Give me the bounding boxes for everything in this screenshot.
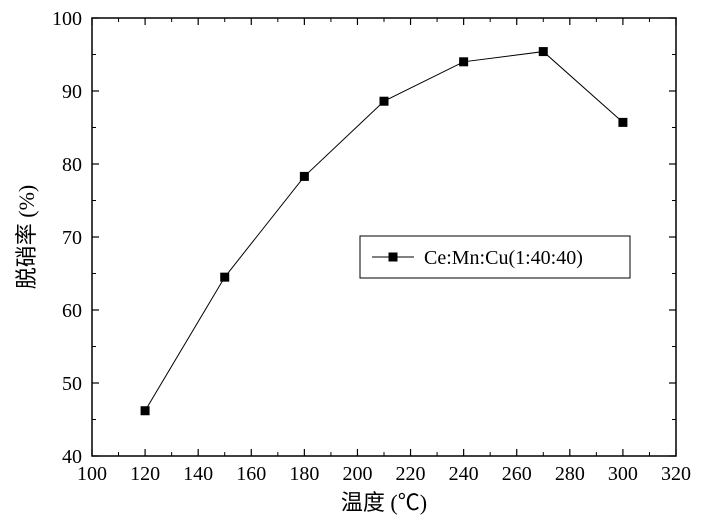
legend-label: Ce:Mn:Cu(1:40:40) [424, 247, 583, 269]
x-tick-label: 200 [342, 463, 372, 485]
x-tick-label: 260 [502, 463, 532, 485]
series-marker [220, 273, 229, 282]
series-marker [539, 47, 548, 56]
y-tick-label: 70 [62, 227, 82, 249]
x-tick-label: 140 [183, 463, 213, 485]
chart-svg: 100 120 140 160 180 200 220 240 260 280 300 320 40 50… [0, 0, 702, 529]
x-tick-label: 280 [555, 463, 585, 485]
x-axis-label: 温度 (℃) [341, 490, 427, 515]
plot-border [92, 18, 676, 456]
y-tick-label: 60 [62, 300, 82, 322]
x-tick-label: 240 [449, 463, 479, 485]
y-axis-label: 脱硝率 (%) [14, 185, 39, 289]
series-marker [300, 172, 309, 181]
y-tick-label: 100 [52, 8, 82, 30]
y-tick-label: 50 [62, 373, 82, 395]
x-tick-label: 180 [289, 463, 319, 485]
y-tick-label: 90 [62, 81, 82, 103]
series-marker [459, 57, 468, 66]
y-tick-label: 80 [62, 154, 82, 176]
legend-sample-marker [389, 253, 398, 262]
x-tick-label: 220 [396, 463, 426, 485]
chart-container: 100 120 140 160 180 200 220 240 260 280 300 320 40 50… [0, 0, 702, 529]
series-marker [141, 406, 150, 415]
x-tick-label: 120 [130, 463, 160, 485]
x-tick-label: 300 [608, 463, 638, 485]
series-marker [618, 118, 627, 127]
y-tick-label: 40 [62, 446, 82, 468]
series-marker [380, 97, 389, 106]
x-tick-label: 160 [236, 463, 266, 485]
x-tick-label: 320 [661, 463, 691, 485]
